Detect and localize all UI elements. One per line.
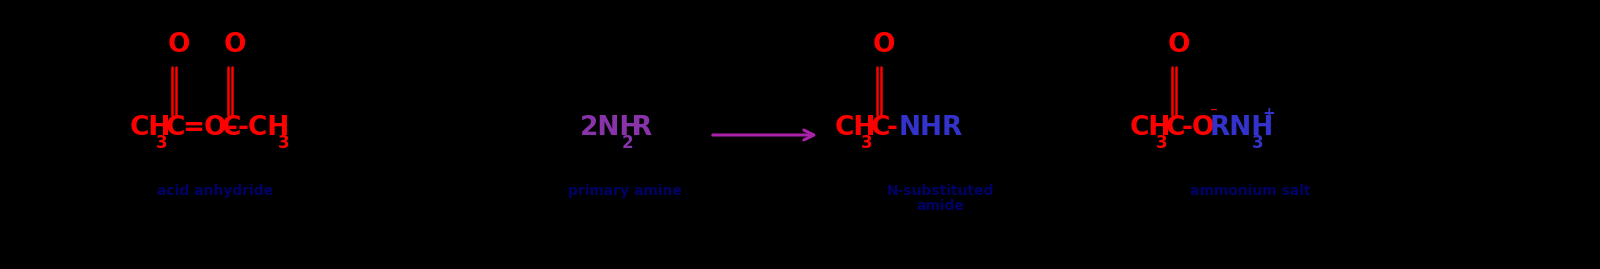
Text: 2: 2 [622, 134, 634, 152]
Text: R: R [632, 115, 653, 141]
Text: C: C [166, 115, 186, 141]
Text: 3: 3 [1251, 134, 1264, 152]
Text: ⁻: ⁻ [1210, 106, 1218, 121]
Text: O: O [1168, 32, 1190, 58]
Text: C: C [222, 115, 242, 141]
Text: O: O [874, 32, 896, 58]
Text: acid anhydride: acid anhydride [157, 184, 274, 198]
Text: RNH: RNH [1210, 115, 1274, 141]
Text: +: + [1262, 106, 1275, 121]
Text: -CH: -CH [238, 115, 290, 141]
Text: N-substituted: N-substituted [886, 184, 994, 198]
Text: O: O [168, 32, 190, 58]
Text: CH: CH [835, 115, 877, 141]
Text: =O-: =O- [182, 115, 238, 141]
Text: CH: CH [1130, 115, 1171, 141]
Text: ammonium salt: ammonium salt [1190, 184, 1310, 198]
Text: primary amine: primary amine [568, 184, 682, 198]
Text: -O: -O [1182, 115, 1216, 141]
Text: -: - [886, 115, 898, 141]
Text: 3: 3 [861, 134, 872, 152]
Text: NHR: NHR [899, 115, 963, 141]
Text: O: O [224, 32, 246, 58]
Text: C: C [1166, 115, 1186, 141]
Text: 3: 3 [1155, 134, 1168, 152]
Text: C: C [870, 115, 890, 141]
Text: 2NH: 2NH [579, 115, 642, 141]
Text: CH: CH [130, 115, 171, 141]
Text: 3: 3 [157, 134, 168, 152]
Text: amide: amide [917, 199, 963, 213]
Text: 3: 3 [278, 134, 290, 152]
